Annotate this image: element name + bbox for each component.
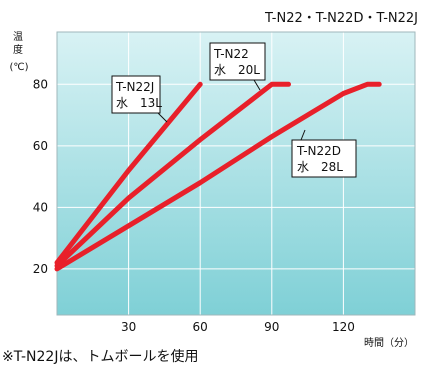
callout-box-t-n22j (111, 75, 161, 114)
series-note-t-n22j: 水 13L (116, 96, 162, 110)
plot-border (56, 31, 416, 316)
x-tick-label-30: 30 (121, 320, 136, 334)
y-axis-label-char-2: 度 (13, 43, 23, 56)
x-tick-label-120: 120 (332, 320, 355, 334)
y-tick-label-60: 60 (33, 139, 48, 153)
axis-ticks: 30 60 90 120 20 40 60 80 (33, 77, 355, 334)
y-axis-unit: (℃) (9, 62, 28, 73)
callout-leader-t-n22d (300, 129, 306, 141)
y-tick-label-40: 40 (33, 200, 48, 214)
y-axis-label-char-1: 温 (13, 31, 23, 43)
callout-box-t-n22 (209, 42, 266, 81)
callout-t-n22: T-N22 水 20L (209, 42, 266, 91)
callout-leader-t-n22j (156, 111, 168, 123)
x-tick-label-60: 60 (193, 320, 208, 334)
callout-box-t-n22d (291, 139, 357, 178)
series-name-t-n22: T-N22 (213, 47, 249, 61)
series-lines (54, 81, 382, 272)
chart-title: T-N22・T-N22D・T-N22J (264, 11, 418, 26)
x-tick-label-90: 90 (264, 320, 279, 334)
series-line-t-n22j (54, 81, 203, 266)
callout-t-n22d: T-N22D 水 28L (291, 129, 357, 178)
y-tick-label-80: 80 (33, 77, 48, 91)
callout-leader-t-n22 (253, 79, 261, 91)
series-line-t-n22d (54, 81, 382, 272)
x-axis-label: 時間（分） (364, 337, 414, 349)
series-line-t-n22 (54, 81, 291, 269)
series-note-t-n22: 水 20L (214, 63, 260, 77)
series-name-t-n22j: T-N22J (115, 80, 154, 94)
y-tick-label-20: 20 (33, 262, 48, 276)
series-note-t-n22d: 水 28L (297, 160, 343, 174)
callout-t-n22j: T-N22J 水 13L (111, 75, 168, 123)
footnote: ※T-N22Jは、トムボールを使用 (2, 349, 199, 365)
series-name-t-n22d: T-N22D (296, 144, 341, 158)
